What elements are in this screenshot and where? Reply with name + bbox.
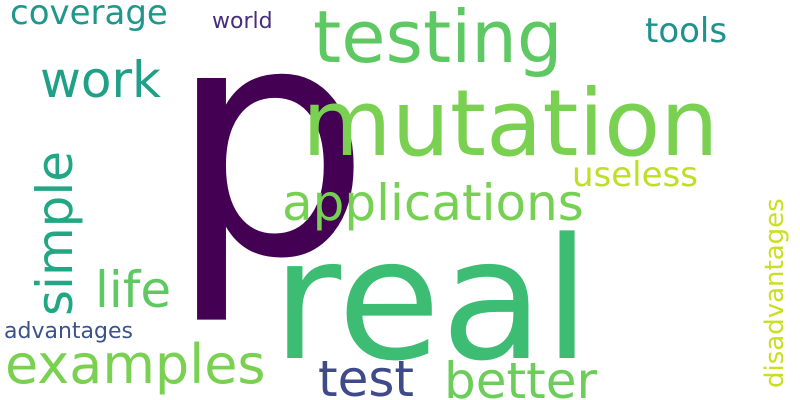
word-simple: simple	[26, 151, 84, 316]
word-coverage: coverage	[10, 0, 168, 33]
word-testing: testing	[313, 0, 563, 79]
word-real: real	[272, 202, 590, 398]
word-mutation: mutation	[302, 70, 719, 177]
word-useless: useless	[572, 155, 698, 195]
word-disadvantages: disadvantages	[760, 198, 790, 388]
word-work: work	[40, 51, 161, 109]
word-life: life	[95, 261, 171, 319]
word-tools: tools	[645, 11, 727, 51]
word-advantages: advantages	[4, 319, 133, 344]
word-applications: applications	[282, 174, 584, 232]
word-examples: examples	[5, 333, 266, 396]
word-test: test	[318, 350, 414, 400]
word-world: world	[212, 9, 273, 34]
word-p: p	[168, 0, 371, 329]
word-better: better	[444, 352, 597, 400]
